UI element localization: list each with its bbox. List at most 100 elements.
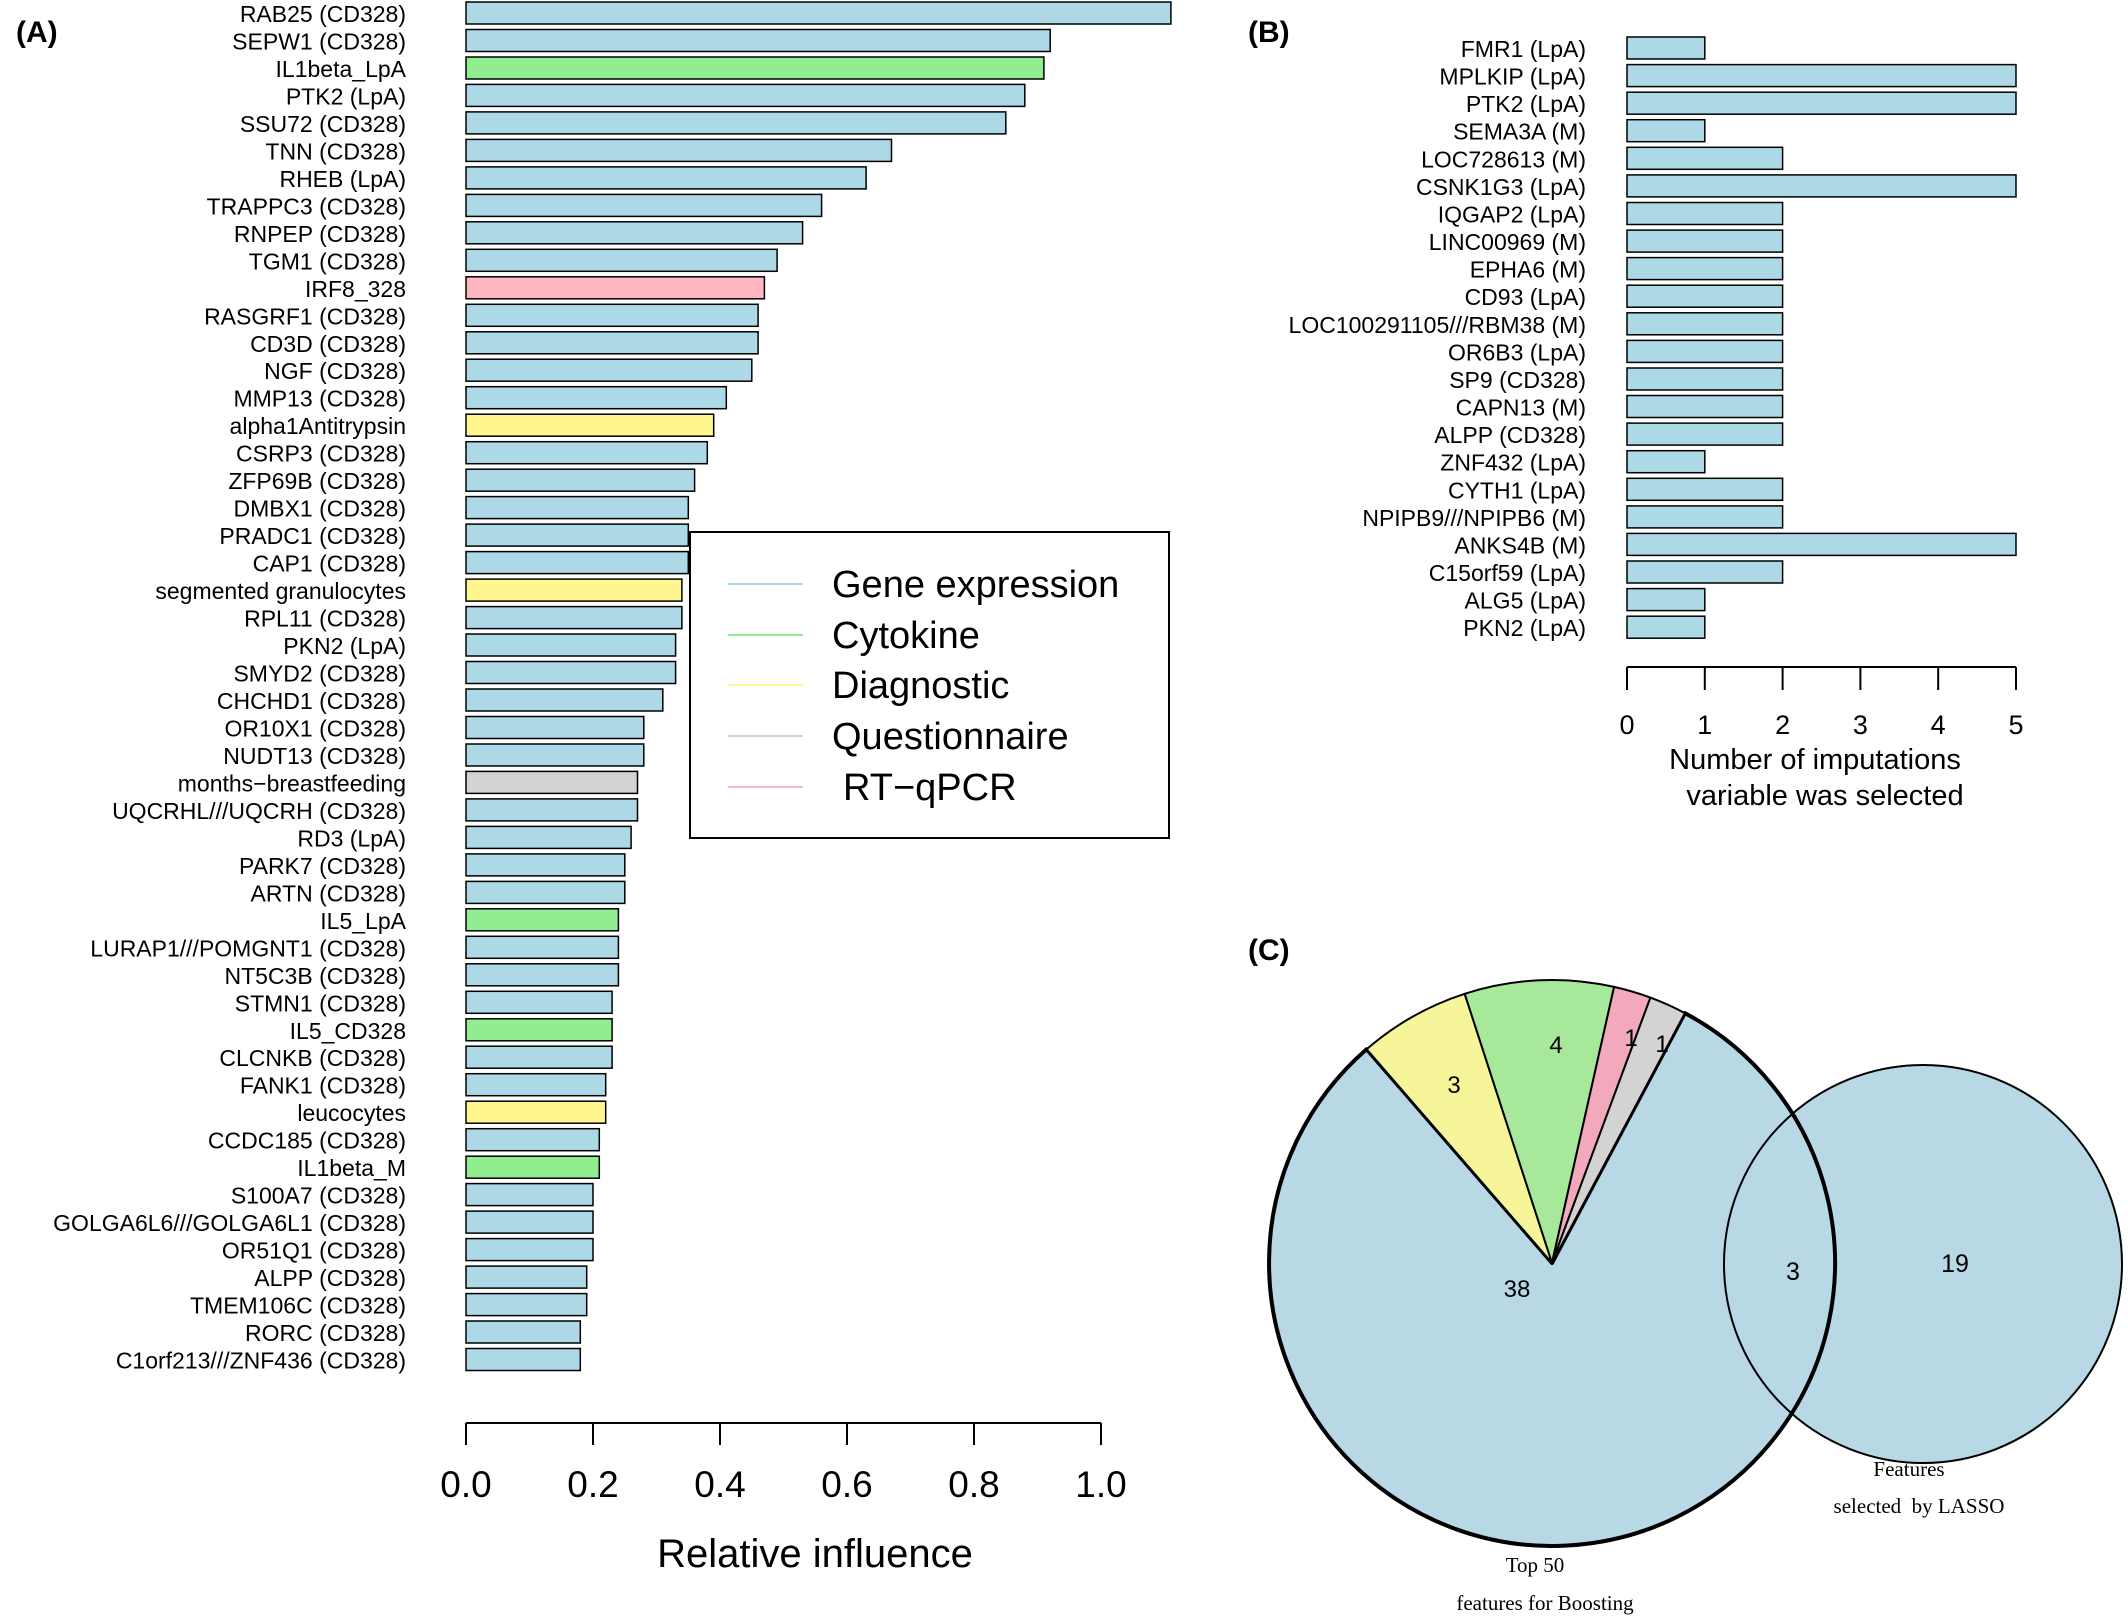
b-category-label-epha6-m: EPHA6 (M)	[1470, 257, 1586, 283]
category-label-il1beta-m: IL1beta_M	[297, 1155, 406, 1181]
b-category-label-pkn2-lpa: PKN2 (LpA)	[1463, 615, 1586, 641]
legend-label-rt-qpcr: RT−qPCR	[843, 767, 1017, 809]
category-label-pradc1-cd328: PRADC1 (CD328)	[219, 523, 406, 549]
category-label-il5-cd328: IL5_CD328	[290, 1018, 406, 1044]
venn-set-b-label-line2: selected by LASSO	[1834, 1494, 2005, 1518]
panel-b-tick-label: 1	[1697, 710, 1712, 740]
pie-slice-diagnostic	[1365, 992, 1553, 1264]
bar-dmbx1-cd328	[465, 495, 690, 520]
b-bar-fmr1-lpa	[1626, 36, 1706, 60]
bar-pradc1-cd328	[465, 523, 690, 547]
b-category-label-cyth1-lpa: CYTH1 (LpA)	[1448, 477, 1586, 503]
category-label-csrp3-cd328: CSRP3 (CD328)	[236, 441, 406, 467]
venn-pie-boosting: 38 3 4 1 1	[1267, 979, 1838, 1548]
category-label-uqcrhl-uqcrh-cd328: UQCRHL///UQCRH (CD328)	[112, 798, 406, 824]
category-label-s100a7-cd328: S100A7 (CD328)	[231, 1183, 406, 1209]
panel-b-tick-label: 4	[1931, 710, 1946, 740]
bar-ccdc185-cd328	[465, 1127, 601, 1152]
bar-segmented-granulocytes	[465, 578, 683, 602]
bar-smyd2-cd328	[465, 660, 677, 685]
category-label-rpl11-cd328: RPL11 (CD328)	[244, 606, 406, 632]
bar-sepw1-cd328	[465, 28, 1051, 53]
pie-slice-gene	[1267, 1011, 1838, 1548]
panel-b-tick-label: 2	[1775, 710, 1790, 740]
bar-tnn-cd328	[465, 138, 893, 163]
bar-artn-cd328	[465, 880, 626, 905]
panel-b-tick-label: 3	[1853, 710, 1868, 740]
b-bar-c15orf59-lpa	[1626, 560, 1784, 584]
panel-a-tick-label: 0.4	[694, 1464, 745, 1505]
category-label-rd3-lpa: RD3 (LpA)	[297, 825, 406, 851]
category-label-ccdc185-cd328: CCDC185 (CD328)	[208, 1128, 406, 1154]
pie-slice-label-cytokine: 4	[1549, 1032, 1562, 1059]
b-category-label-npipb9-npipb6-m: NPIPB9///NPIPB6 (M)	[1362, 505, 1586, 531]
b-category-label-sema3a-m: SEMA3A (M)	[1453, 119, 1586, 145]
category-label-months-breastfeeding: months−breastfeeding	[178, 770, 406, 796]
category-label-il1beta-lpa: IL1beta_LpA	[276, 56, 407, 82]
category-label-il5-lpa: IL5_LpA	[320, 908, 406, 934]
b-category-label-alg5-lpa: ALG5 (LpA)	[1465, 588, 1586, 614]
bar-rd3-lpa	[465, 825, 632, 850]
bar-c1orf213-znf436-cd328	[465, 1347, 582, 1372]
category-label-rnpep-cd328: RNPEP (CD328)	[234, 221, 406, 247]
panel-b-x-axis: 0 1 2 3 4 5	[1619, 666, 2024, 740]
b-bar-alg5-lpa	[1626, 587, 1706, 612]
b-category-label-or6b3-lpa: OR6B3 (LpA)	[1448, 339, 1586, 365]
bar-rasgrf1-cd328	[465, 303, 759, 328]
category-label-ptk2-lpa: PTK2 (LpA)	[286, 83, 406, 109]
category-label-alpha1antitrypsin: alpha1Antitrypsin	[230, 413, 406, 439]
category-label-smyd2-cd328: SMYD2 (CD328)	[233, 661, 406, 687]
category-label-mmp13-cd328: MMP13 (CD328)	[233, 386, 406, 412]
b-category-label-fmr1-lpa: FMR1 (LpA)	[1461, 36, 1586, 62]
panel-c-label: (C)	[1248, 934, 1290, 967]
panel-a-tick-label: 0.0	[440, 1464, 491, 1505]
pie-slice-label-questionnaire: 1	[1655, 1031, 1668, 1058]
b-category-label-alpp-cd328: ALPP (CD328)	[1434, 422, 1586, 448]
panel-a-tick-label: 0.2	[567, 1464, 618, 1505]
b-category-label-c15orf59-lpa: C15orf59 (LpA)	[1429, 560, 1586, 586]
venn-lasso-only-count: 19	[1941, 1250, 1969, 1278]
panel-b-x-axis-title-line2: variable was selected	[1686, 780, 1963, 812]
bar-il5-lpa	[465, 908, 620, 932]
panel-a-label: (A)	[16, 16, 58, 49]
b-category-label-iqgap2-lpa: IQGAP2 (LpA)	[1438, 202, 1586, 228]
category-label-sepw1-cd328: SEPW1 (CD328)	[232, 29, 406, 55]
category-label-rab25-cd328: RAB25 (CD328)	[240, 1, 406, 27]
panel-a-legend: Gene expression Cytokine Diagnostic Questio…	[689, 531, 1170, 839]
category-label-nudt13-cd328: NUDT13 (CD328)	[223, 743, 406, 769]
panel-a-x-axis: 0.0 0.2 0.4 0.6 0.8 1.0	[440, 1422, 1127, 1505]
bar-zfp69b-cd328	[465, 468, 696, 492]
b-bar-ptk2-lpa	[1626, 91, 2017, 115]
b-category-label-csnk1g3-lpa: CSNK1G3 (LpA)	[1416, 174, 1586, 200]
bar-irf8-328	[465, 276, 766, 300]
bar-leucocytes	[465, 1100, 607, 1124]
b-bar-capn13-m	[1626, 394, 1784, 419]
category-label-artn-cd328: ARTN (CD328)	[251, 880, 407, 906]
venn-set-a-label-line1: Top 50	[1506, 1553, 1565, 1577]
bar-golga6l6-golga6l1-cd328	[465, 1210, 594, 1234]
venn-intersection-count: 3	[1786, 1258, 1800, 1286]
bar-rab25-cd328	[465, 1, 1172, 25]
venn-set-b-label-line1: Features	[1873, 1457, 1944, 1481]
category-label-pkn2-lpa: PKN2 (LpA)	[283, 633, 406, 659]
pie-slice-questionnaire	[1551, 996, 1686, 1264]
bar-clcnkb-cd328	[465, 1045, 613, 1069]
bar-rpl11-cd328	[465, 605, 683, 630]
b-category-label-znf432-lpa: ZNF432 (LpA)	[1440, 450, 1586, 476]
category-label-park7-cd328: PARK7 (CD328)	[239, 853, 406, 879]
pie-slice-cytokine	[1463, 979, 1616, 1264]
bar-ngf-cd328	[465, 358, 753, 382]
bar-lurap1-pomgnt1-cd328	[465, 935, 620, 960]
category-label-rorc-cd328: RORC (CD328)	[245, 1320, 406, 1346]
category-label-or10x1-cd328: OR10X1 (CD328)	[224, 716, 406, 742]
b-category-label-mplkip-lpa: MPLKIP (LpA)	[1439, 64, 1586, 90]
legend-label-cytokine: Cytokine	[832, 615, 980, 657]
bar-il1beta-lpa	[465, 56, 1045, 80]
category-label-leucocytes: leucocytes	[297, 1100, 406, 1126]
category-label-golga6l6-golga6l1-cd328: GOLGA6L6///GOLGA6L1 (CD328)	[53, 1210, 406, 1236]
bar-ssu72-cd328	[465, 111, 1007, 135]
category-label-zfp69b-cd328: ZFP69B (CD328)	[228, 468, 406, 494]
venn-overlap-outline	[1723, 1113, 1793, 1415]
panel-a-x-axis-title: Relative influence	[657, 1532, 973, 1576]
panel-a-tick-label: 0.8	[948, 1464, 999, 1505]
